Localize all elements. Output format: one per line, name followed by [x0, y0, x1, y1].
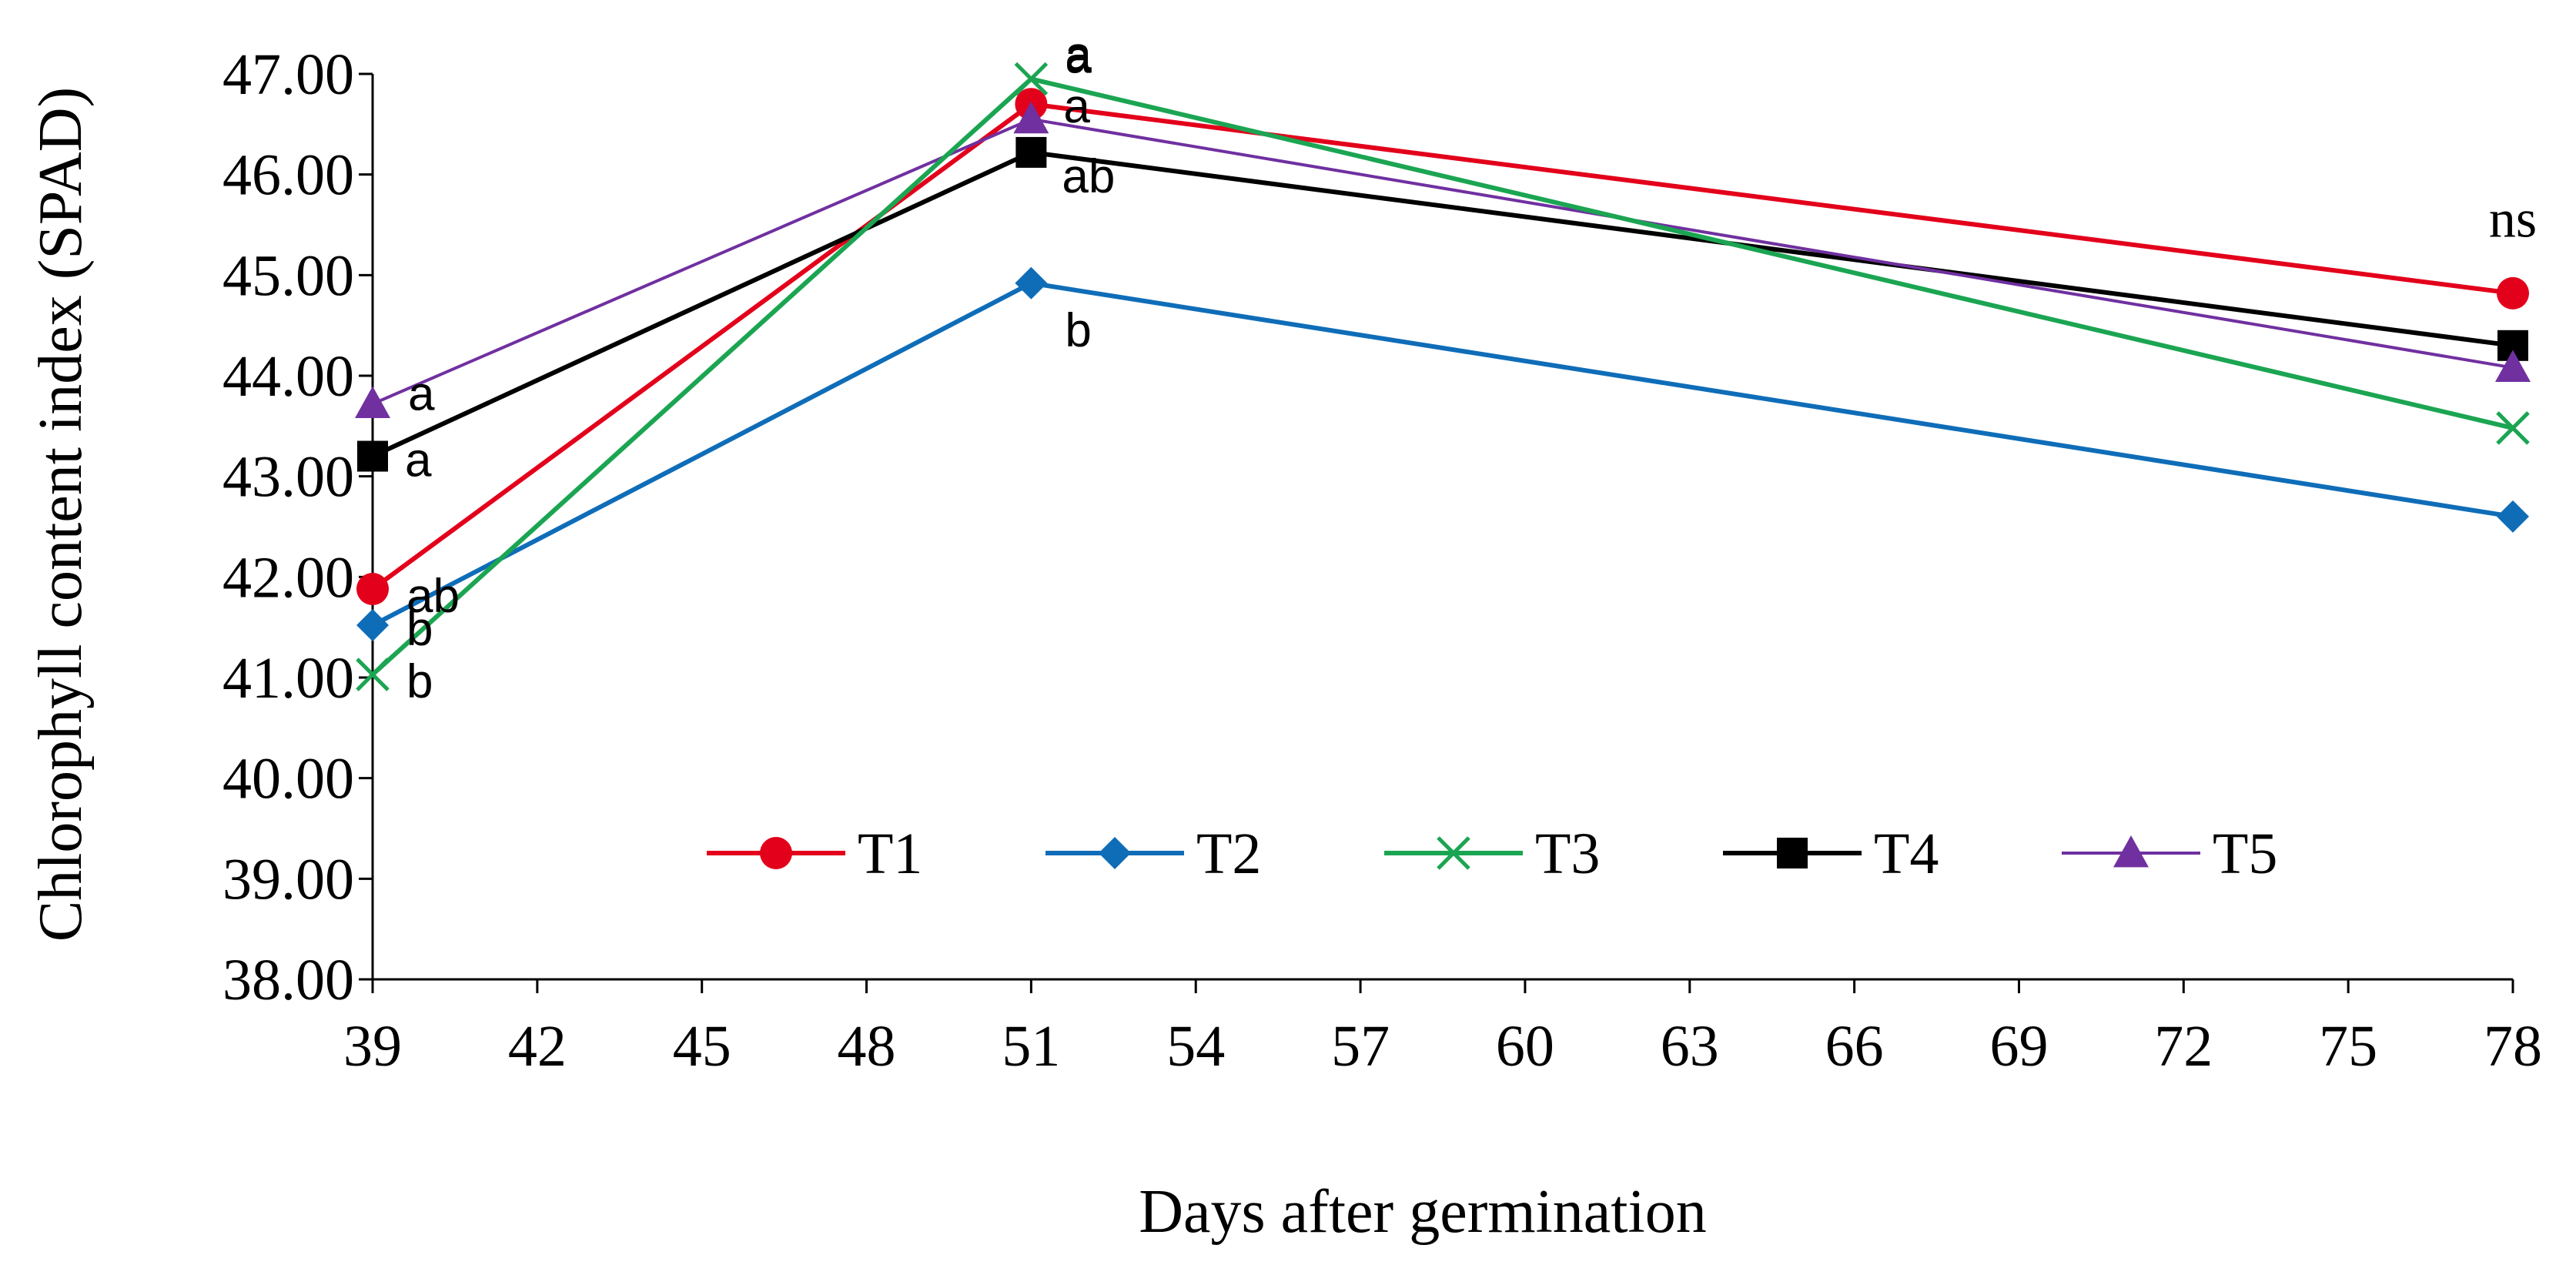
- data-point-marker: [356, 658, 390, 691]
- legend-label: T2: [1196, 822, 1261, 886]
- x-tick-label: 60: [1496, 1014, 1554, 1079]
- y-tick-label: 40.00: [222, 747, 354, 812]
- legend-marker: [2113, 835, 2149, 868]
- series-T5: [355, 101, 2531, 418]
- legend-item-T3: T3: [1384, 822, 1600, 886]
- y-tick-label: 41.00: [222, 646, 354, 711]
- data-point-marker: [2496, 411, 2530, 445]
- x-tick-label: 66: [1825, 1014, 1884, 1079]
- x-tick-label: 78: [2484, 1014, 2542, 1079]
- x-tick-label: 72: [2154, 1014, 2213, 1079]
- y-tick-label: 47.00: [222, 42, 354, 107]
- series-line: [370, 76, 2514, 677]
- data-point-marker: [2495, 350, 2531, 382]
- legend-item-T4: T4: [1723, 822, 1939, 886]
- x-tick-label: 51: [1002, 1014, 1060, 1079]
- data-point-marker: [1015, 266, 1048, 300]
- significance-letter: a: [1063, 80, 1090, 133]
- x-tick-label: 54: [1166, 1014, 1225, 1079]
- legend-marker: [1437, 836, 1470, 870]
- legend-label: T3: [1535, 822, 1600, 886]
- data-point-marker: [1013, 101, 1049, 134]
- x-tick-label: 75: [2319, 1014, 2377, 1079]
- legend-item-T2: T2: [1045, 822, 1261, 886]
- y-axis-title: Chlorophyll content index (SPAD): [27, 87, 95, 942]
- legend-marker: [1777, 838, 1808, 868]
- x-tick-label: 45: [673, 1014, 731, 1079]
- legend-item-T1: T1: [707, 822, 922, 886]
- x-axis-title: Days after germination: [1139, 1178, 1707, 1246]
- x-tick-label: 48: [838, 1014, 896, 1079]
- legend: T1 T2 T3 T4 T5: [707, 822, 2277, 886]
- significance-letter: a: [1065, 28, 1092, 81]
- legend-item-T5: T5: [2062, 822, 2277, 886]
- significance-letter: a: [405, 434, 432, 487]
- axes: 38.00 39.00 40.00 41.00 42.00 43.00 44.00 45.00…: [222, 42, 2542, 1079]
- legend-label: T4: [1874, 822, 1939, 886]
- series-T2: [356, 266, 2529, 642]
- significance-letter: ab: [1062, 150, 1115, 203]
- y-tick-label: 44.00: [222, 344, 354, 409]
- data-point-marker: [1014, 62, 1049, 96]
- significance-letter: ab: [406, 570, 460, 623]
- x-tick-label: 63: [1661, 1014, 1719, 1079]
- series-line: [371, 149, 2514, 459]
- legend-marker: [1099, 837, 1131, 869]
- legend-label: T5: [2213, 822, 2277, 886]
- data-point-marker: [357, 440, 388, 472]
- data-point-marker: [2497, 500, 2529, 533]
- data-point-marker: [355, 386, 390, 418]
- series-T4: [357, 136, 2528, 472]
- data-point-marker: [356, 573, 389, 606]
- significance-letter: b: [406, 655, 433, 708]
- y-tick-label: 38.00: [222, 948, 354, 1012]
- series-line: [371, 280, 2514, 627]
- y-tick-label: 42.00: [222, 545, 354, 610]
- legend-label: T1: [858, 822, 922, 886]
- legend-marker: [760, 837, 792, 869]
- significance-letter: b: [1065, 304, 1091, 357]
- data-point-marker: [356, 609, 389, 642]
- y-tick-label: 45.00: [222, 243, 354, 308]
- x-tick-label: 57: [1331, 1014, 1390, 1079]
- x-tick-label: 39: [343, 1014, 402, 1079]
- y-tick-label: 39.00: [222, 847, 354, 912]
- data-point-marker: [1015, 136, 1047, 168]
- series-T3: [356, 62, 2530, 691]
- data-point-marker: [2497, 276, 2529, 310]
- significance-letter: a: [408, 368, 435, 421]
- significance-annotation: ns: [2489, 190, 2537, 249]
- y-tick-label: 46.00: [222, 143, 354, 208]
- significance-letter: a: [1065, 31, 1092, 84]
- x-tick-label: 69: [1989, 1014, 2048, 1079]
- series-line: [372, 117, 2514, 406]
- significance-letter: b: [406, 603, 433, 656]
- x-tick-label: 42: [508, 1014, 567, 1079]
- y-tick-label: 43.00: [222, 445, 354, 510]
- series-lines: [355, 62, 2531, 691]
